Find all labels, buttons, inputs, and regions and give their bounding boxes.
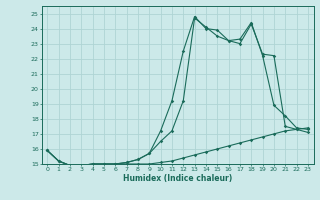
X-axis label: Humidex (Indice chaleur): Humidex (Indice chaleur)	[123, 174, 232, 183]
